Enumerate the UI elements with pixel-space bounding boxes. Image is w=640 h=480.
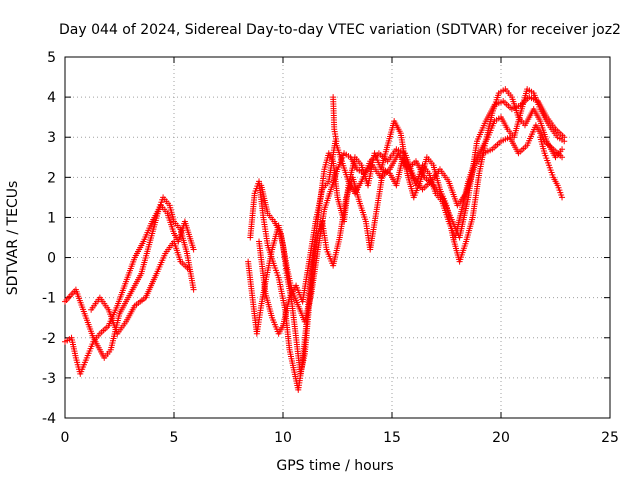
- y-axis-label: SDTVAR / TECUs: [5, 181, 21, 296]
- y-tick-label: -3: [42, 371, 56, 387]
- series-track-9: [537, 134, 566, 201]
- y-tick-label: -2: [42, 331, 56, 347]
- x-tick-label: 10: [274, 430, 292, 446]
- data-point: [559, 146, 566, 153]
- y-tick-label: 3: [47, 130, 56, 146]
- data-point: [333, 138, 340, 145]
- data-point: [190, 286, 197, 293]
- x-tick-label: 20: [492, 430, 510, 446]
- x-tick-label: 15: [383, 430, 401, 446]
- data-point: [561, 134, 568, 141]
- series-track-2: [62, 202, 197, 377]
- data-point: [559, 194, 566, 201]
- ticks: [64, 56, 611, 419]
- y-tick-label: 0: [47, 251, 56, 267]
- series-track-3: [88, 238, 193, 337]
- tick-labels: 0 5 10 15 20 25 -4 -3 -2 -1 0 1 2 3 4 5: [42, 50, 619, 446]
- series-track-6: [256, 122, 566, 337]
- chart-title: Day 044 of 2024, Sidereal Day-to-day VTE…: [59, 22, 621, 38]
- y-tick-label: 5: [47, 50, 56, 66]
- data-point: [559, 154, 566, 161]
- data-point: [186, 266, 193, 273]
- data-marks: [62, 86, 568, 393]
- plot-frame: [64, 56, 611, 419]
- y-tick-label: 1: [47, 210, 56, 226]
- series-track-5: [245, 86, 568, 377]
- y-tick-label: -1: [42, 291, 56, 307]
- data-point: [190, 246, 197, 253]
- x-tick-label: 25: [601, 430, 619, 446]
- y-tick-label: 2: [47, 170, 56, 186]
- series-track-7: [258, 94, 568, 325]
- x-tick-label: 0: [61, 430, 70, 446]
- series-track-8: [330, 94, 340, 145]
- x-tick-label: 5: [170, 430, 179, 446]
- x-axis-label: GPS time / hours: [276, 458, 393, 474]
- y-tick-label: -4: [42, 411, 56, 427]
- y-tick-label: 4: [47, 90, 56, 106]
